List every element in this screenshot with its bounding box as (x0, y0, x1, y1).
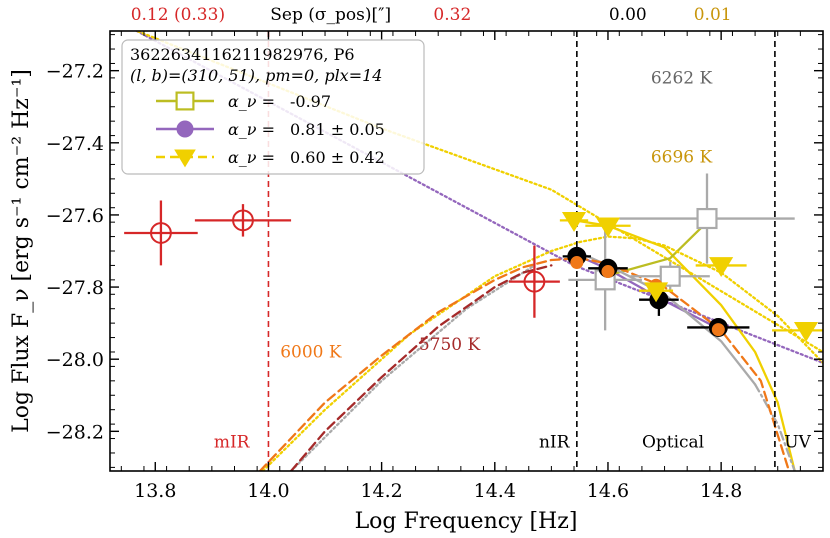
x-tick-label: 13.8 (134, 480, 176, 502)
data-point-4-4 (772, 322, 823, 342)
legend: 3622634116211982976, P6 (l, b)=(310, 51),… (121, 39, 425, 175)
data-points (124, 173, 823, 342)
model-curve-9 (258, 257, 791, 471)
legend-marker-1 (176, 120, 194, 138)
temperature-label: 5750 K (419, 335, 481, 355)
temperature-label: 6262 K (651, 68, 713, 88)
separation-label: 0.12 (0.33) (131, 5, 225, 25)
temperature-label: 6696 K (651, 148, 713, 168)
data-point-1-0 (568, 229, 642, 331)
x-tick-label: 14.6 (587, 480, 629, 502)
y-tick-label: −27.2 (46, 61, 104, 83)
separation-label: 0.01 (694, 5, 732, 25)
data-point-4-3 (695, 257, 747, 277)
data-marker (601, 265, 615, 279)
y-tick-label: −27.8 (46, 277, 104, 299)
data-point-3-1 (601, 265, 615, 279)
model-curve-6 (753, 383, 796, 471)
data-marker (150, 222, 172, 244)
data-point-4-2 (639, 282, 674, 303)
data-marker (595, 217, 621, 238)
data-marker (523, 270, 546, 293)
data-marker (709, 257, 734, 277)
x-axis-label: Log Frequency [Hz] (355, 509, 578, 534)
data-point-4-0 (559, 212, 589, 232)
chart-annotations: mIR nIR UV Optical 6262 K 6696 K 6000 K 5750 K 0… (131, 5, 812, 453)
data-marker (711, 323, 725, 337)
separation-label: 0.00 (609, 5, 647, 25)
legend-label-value: 0.60 ± 0.42 (290, 148, 385, 167)
model-curve-7 (289, 264, 536, 471)
data-point-1-1 (630, 261, 710, 291)
data-point-3-0 (570, 256, 584, 270)
legend-subtitle: (l, b)=(310, 51), pm=0, plx=14 (130, 66, 382, 85)
data-point-0-0 (124, 200, 198, 266)
x-tick-label: 14.2 (360, 480, 402, 502)
data-point-4-1 (585, 217, 631, 238)
data-marker (793, 322, 819, 342)
y-tick-label: −27.4 (46, 133, 104, 155)
y-axis-label: Log Flux F_ν [erg s⁻¹ cm⁻² Hz⁻¹] (9, 69, 34, 433)
region-label: mIR (214, 433, 251, 453)
model-curve-10 (289, 264, 553, 471)
legend-marker-2 (174, 149, 196, 168)
data-marker (644, 282, 669, 303)
legend-label-prefix: α_ν = (228, 120, 275, 139)
legend-label-value: 0.81 ± 0.05 (290, 120, 385, 139)
model-curve-8 (261, 235, 823, 471)
axis-ticks: 13.8 14.0 14.2 14.4 14.6 14.8 −28.2 −28.0 −27.8 −… (46, 31, 824, 502)
y-tick-label: −28.0 (46, 349, 104, 371)
legend-label-prefix: α_ν = (228, 92, 275, 111)
temperature-label: 6000 K (280, 342, 342, 362)
y-tick-label: −27.6 (46, 205, 104, 227)
x-tick-label: 14.4 (474, 480, 516, 502)
region-label: nIR (539, 433, 571, 453)
data-point-0-1 (194, 204, 292, 237)
data-marker (561, 212, 587, 232)
region-label: Optical (642, 433, 704, 453)
x-tick-label: 14.0 (247, 480, 289, 502)
data-marker (696, 207, 718, 230)
separation-label: Sep (σ_pos)[″] (270, 5, 391, 25)
legend-label-prefix: α_ν = (228, 148, 275, 167)
data-marker (659, 265, 681, 287)
legend-label-value: -0.97 (290, 92, 331, 111)
y-tick-label: −28.2 (46, 421, 104, 443)
data-point-1-2 (619, 173, 795, 264)
legend-title: 3622634116211982976, P6 (130, 45, 355, 64)
data-marker (570, 256, 584, 270)
region-label: UV (784, 433, 811, 453)
legend-box (121, 39, 425, 175)
separation-label: 0.32 (433, 5, 471, 25)
data-marker (232, 209, 254, 232)
legend-marker-0 (175, 91, 195, 111)
data-point-3-3 (711, 323, 725, 337)
x-tick-label: 14.8 (700, 480, 742, 502)
data-point-0-2 (508, 245, 560, 318)
